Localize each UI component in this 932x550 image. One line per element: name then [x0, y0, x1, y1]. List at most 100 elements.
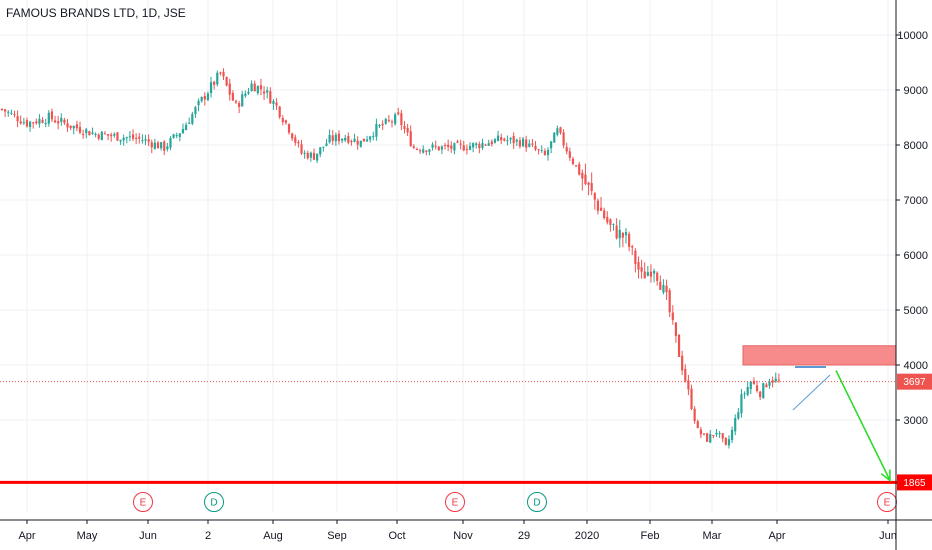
- candle-down: [147, 139, 150, 142]
- candle-down: [631, 246, 634, 248]
- candle-up: [618, 229, 621, 239]
- candle-up: [119, 139, 122, 142]
- candle-down: [434, 145, 437, 147]
- candle-down: [156, 142, 160, 149]
- candle-down: [387, 119, 390, 121]
- candle-up: [496, 135, 500, 141]
- candle-down: [565, 147, 568, 152]
- candle-up: [316, 153, 319, 161]
- candle-up: [540, 150, 543, 152]
- candle-down: [671, 312, 674, 321]
- candle-up: [709, 434, 712, 443]
- forecast-arrow-head: [880, 469, 891, 483]
- event-marker-label: D: [533, 498, 540, 509]
- candle-up: [244, 93, 247, 96]
- candle-down: [287, 124, 291, 133]
- candle-down: [578, 164, 581, 175]
- candle-up: [166, 146, 169, 150]
- candle-up: [375, 123, 378, 137]
- candle-up: [646, 272, 649, 276]
- annotations: [792, 366, 891, 483]
- candle-up: [715, 432, 718, 435]
- candle-down: [381, 123, 384, 126]
- candle-down: [350, 140, 353, 142]
- candle-down: [668, 290, 671, 313]
- candle-down: [259, 85, 263, 90]
- candle-down: [253, 83, 256, 92]
- candle-down: [500, 137, 503, 141]
- candle-down: [41, 119, 44, 123]
- candle-down: [659, 281, 662, 290]
- candle-up: [652, 270, 656, 274]
- candle-down: [312, 152, 316, 160]
- candle-down: [543, 150, 546, 155]
- candle-down: [400, 113, 403, 126]
- candle-up: [128, 136, 132, 138]
- candle-down: [456, 141, 459, 143]
- candle-up: [125, 137, 128, 139]
- candle-up: [487, 143, 490, 146]
- candle-down: [284, 120, 288, 123]
- x-tick-label: Nov: [453, 530, 473, 542]
- candle-down: [13, 114, 16, 116]
- candle-up: [144, 139, 147, 141]
- candle-down: [412, 146, 415, 149]
- candle-down: [300, 144, 303, 154]
- candle-down: [712, 435, 715, 437]
- candle-up: [247, 91, 250, 94]
- candle-up: [553, 132, 556, 143]
- candle-down: [512, 136, 515, 144]
- candle-down: [306, 152, 309, 159]
- candle-down: [759, 391, 762, 398]
- candle-down: [390, 121, 394, 123]
- candle-down: [537, 149, 540, 151]
- candle-up: [431, 144, 434, 148]
- candle-down: [409, 131, 412, 147]
- candle-down: [53, 120, 57, 123]
- x-tick-label: Aug: [263, 530, 283, 542]
- candle-up: [122, 137, 125, 141]
- candle-down: [777, 379, 780, 381]
- candle-down: [459, 143, 462, 145]
- candle-up: [72, 125, 75, 129]
- candle-up: [556, 128, 559, 135]
- candle-down: [721, 433, 724, 439]
- candle-up: [44, 122, 47, 124]
- candle-down: [525, 139, 528, 148]
- candle-up: [169, 138, 172, 148]
- candle-down: [518, 140, 522, 147]
- candle-down: [103, 133, 107, 135]
- candle-up: [384, 119, 387, 124]
- candle-down: [574, 165, 578, 167]
- x-tick-label: Apr: [18, 530, 35, 542]
- x-tick-label: Jun: [139, 530, 157, 542]
- candle-up: [730, 430, 734, 440]
- candle-down: [415, 149, 419, 151]
- candle-up: [322, 146, 325, 148]
- candle-down: [82, 133, 85, 135]
- support-price-badge: [897, 474, 932, 491]
- candle-up: [515, 139, 518, 142]
- candles: [0, 68, 780, 449]
- candle-down: [213, 81, 216, 85]
- chart-title: FAMOUS BRANDS LTD, 1D, JSE: [6, 6, 186, 20]
- event-marker-label: E: [140, 498, 147, 509]
- candle-up: [737, 412, 740, 419]
- dividend-icon: [204, 492, 224, 512]
- candle-down: [465, 149, 468, 151]
- candle-up: [188, 122, 191, 124]
- y-tick-label: 3000: [904, 415, 928, 427]
- candle-up: [100, 131, 103, 141]
- candle-down: [403, 125, 406, 129]
- candle-up: [153, 142, 156, 149]
- x-tick-label: Apr: [768, 530, 785, 542]
- candle-up: [453, 143, 456, 151]
- candle-down: [615, 225, 618, 239]
- candle-down: [603, 210, 606, 219]
- y-tick-label: 7000: [904, 195, 928, 207]
- candle-up: [506, 140, 509, 142]
- candle-up: [266, 90, 269, 93]
- candle-up: [216, 72, 219, 85]
